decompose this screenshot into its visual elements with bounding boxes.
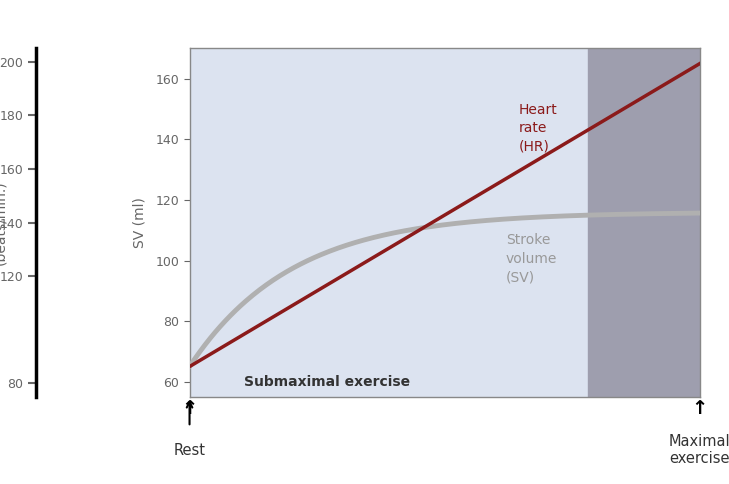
Text: ↑: ↑ (182, 399, 198, 419)
Text: Submaximal exercise: Submaximal exercise (244, 375, 410, 389)
Y-axis label: HR
(beats/min.): HR (beats/min.) (0, 181, 7, 265)
Bar (190, 48, 588, 397)
Y-axis label: SV (ml): SV (ml) (133, 197, 147, 248)
Text: Heart
rate
(HR): Heart rate (HR) (518, 103, 558, 154)
Text: Stroke
volume
(SV): Stroke volume (SV) (506, 233, 557, 284)
Bar (588, 48, 700, 397)
Text: Rest: Rest (174, 443, 206, 457)
Text: Maximal
exercise: Maximal exercise (669, 434, 729, 466)
Text: ↑: ↑ (692, 399, 708, 419)
